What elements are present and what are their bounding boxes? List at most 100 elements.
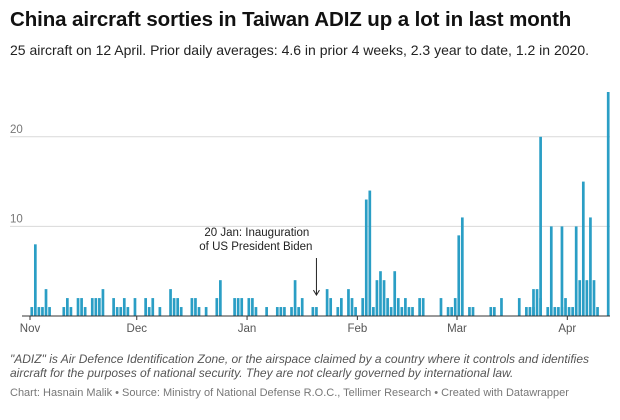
bar: [489, 307, 493, 316]
bar: [215, 298, 219, 316]
bar: [457, 235, 461, 316]
bar: [44, 289, 48, 316]
bar: [567, 307, 571, 316]
x-tick-label: Apr: [558, 323, 576, 335]
bar: [546, 307, 550, 316]
bar: [560, 226, 564, 316]
gridlines: [10, 136, 610, 227]
x-tick-label: Mar: [447, 323, 467, 335]
credit-line: Chart: Hasnain Malik • Source: Ministry …: [10, 387, 569, 399]
bar: [379, 271, 382, 316]
bar: [585, 280, 589, 316]
footnote: "ADIZ" is Air Defence Identification Zon…: [10, 352, 590, 380]
bar: [564, 298, 567, 316]
bar: [361, 298, 365, 316]
bar: [517, 298, 521, 316]
bar: [265, 307, 268, 316]
x-tick-label: Nov: [20, 323, 41, 335]
bar: [407, 307, 411, 316]
bar: [279, 307, 283, 316]
bar: [578, 280, 582, 316]
bar: [606, 92, 610, 316]
bar: [336, 307, 340, 316]
bar: [83, 307, 87, 316]
bar: [400, 307, 404, 316]
x-axis-ticks: Nov Dec Jan Feb Mar Apr: [20, 316, 576, 335]
y-axis-ticks: 10 20: [10, 124, 23, 226]
bar: [37, 307, 41, 316]
bar: [557, 307, 560, 316]
bar: [33, 244, 37, 316]
bar: [233, 298, 236, 316]
bar: [98, 298, 101, 316]
bar: [236, 298, 240, 316]
bar: [375, 280, 379, 316]
bar: [382, 280, 386, 316]
bar: [144, 298, 147, 316]
bar: [90, 298, 94, 316]
bar: [439, 298, 443, 316]
bar: [251, 298, 254, 316]
bar: [453, 298, 457, 316]
bar: [283, 307, 286, 316]
bar: [364, 199, 368, 316]
bar: [389, 307, 393, 316]
bar: [290, 307, 293, 316]
bar: [446, 307, 450, 316]
bar: [240, 298, 244, 316]
bar: [190, 298, 194, 316]
bar: [329, 298, 333, 316]
bar: [151, 298, 155, 316]
bar: [112, 298, 115, 316]
bar: [147, 307, 151, 316]
bar-chart: 10 20 Nov Dec Jan Feb Mar Apr 20 Jan: Inaugura…: [10, 92, 610, 335]
bar: [172, 298, 176, 316]
bar: [592, 280, 596, 316]
bar: [94, 298, 98, 316]
annotation: 20 Jan: Inauguration of US President Bid…: [199, 227, 320, 297]
bar: [204, 307, 208, 316]
bar: [372, 307, 375, 316]
bar: [311, 307, 315, 316]
bar: [300, 298, 304, 316]
bar: [528, 307, 532, 316]
bar: [493, 307, 496, 316]
bar: [179, 307, 183, 316]
bar: [197, 307, 201, 316]
bars: [30, 92, 610, 316]
annotation-line-1: 20 Jan: Inauguration: [204, 227, 309, 239]
bar: [119, 307, 123, 316]
bar: [101, 289, 105, 316]
bar: [219, 280, 222, 316]
x-tick-label: Feb: [347, 323, 367, 335]
bar: [525, 307, 528, 316]
bar: [194, 298, 197, 316]
bar: [460, 217, 464, 316]
bar: [247, 298, 251, 316]
bar: [368, 190, 372, 316]
bar: [581, 181, 585, 316]
bar: [254, 307, 258, 316]
bar: [553, 307, 557, 316]
bar: [62, 307, 66, 316]
bar: [41, 307, 44, 316]
bar: [535, 289, 539, 316]
bar: [500, 298, 503, 316]
bar: [386, 298, 389, 316]
x-tick-label: Dec: [127, 323, 148, 335]
chart-title: China aircraft sorties in Taiwan ADIZ up…: [10, 8, 572, 31]
bar: [589, 217, 592, 316]
bar: [354, 307, 357, 316]
bar: [122, 298, 126, 316]
bar: [393, 271, 397, 316]
bar: [325, 289, 329, 316]
bar: [404, 298, 407, 316]
bar: [471, 307, 475, 316]
bar: [30, 307, 34, 316]
annotation-line-2: of US President Biden: [199, 241, 312, 253]
bar: [126, 307, 130, 316]
bar: [66, 298, 69, 316]
bar: [532, 289, 535, 316]
annotation-text: 20 Jan: Inauguration of US President Bid…: [199, 227, 312, 253]
bar: [340, 298, 343, 316]
